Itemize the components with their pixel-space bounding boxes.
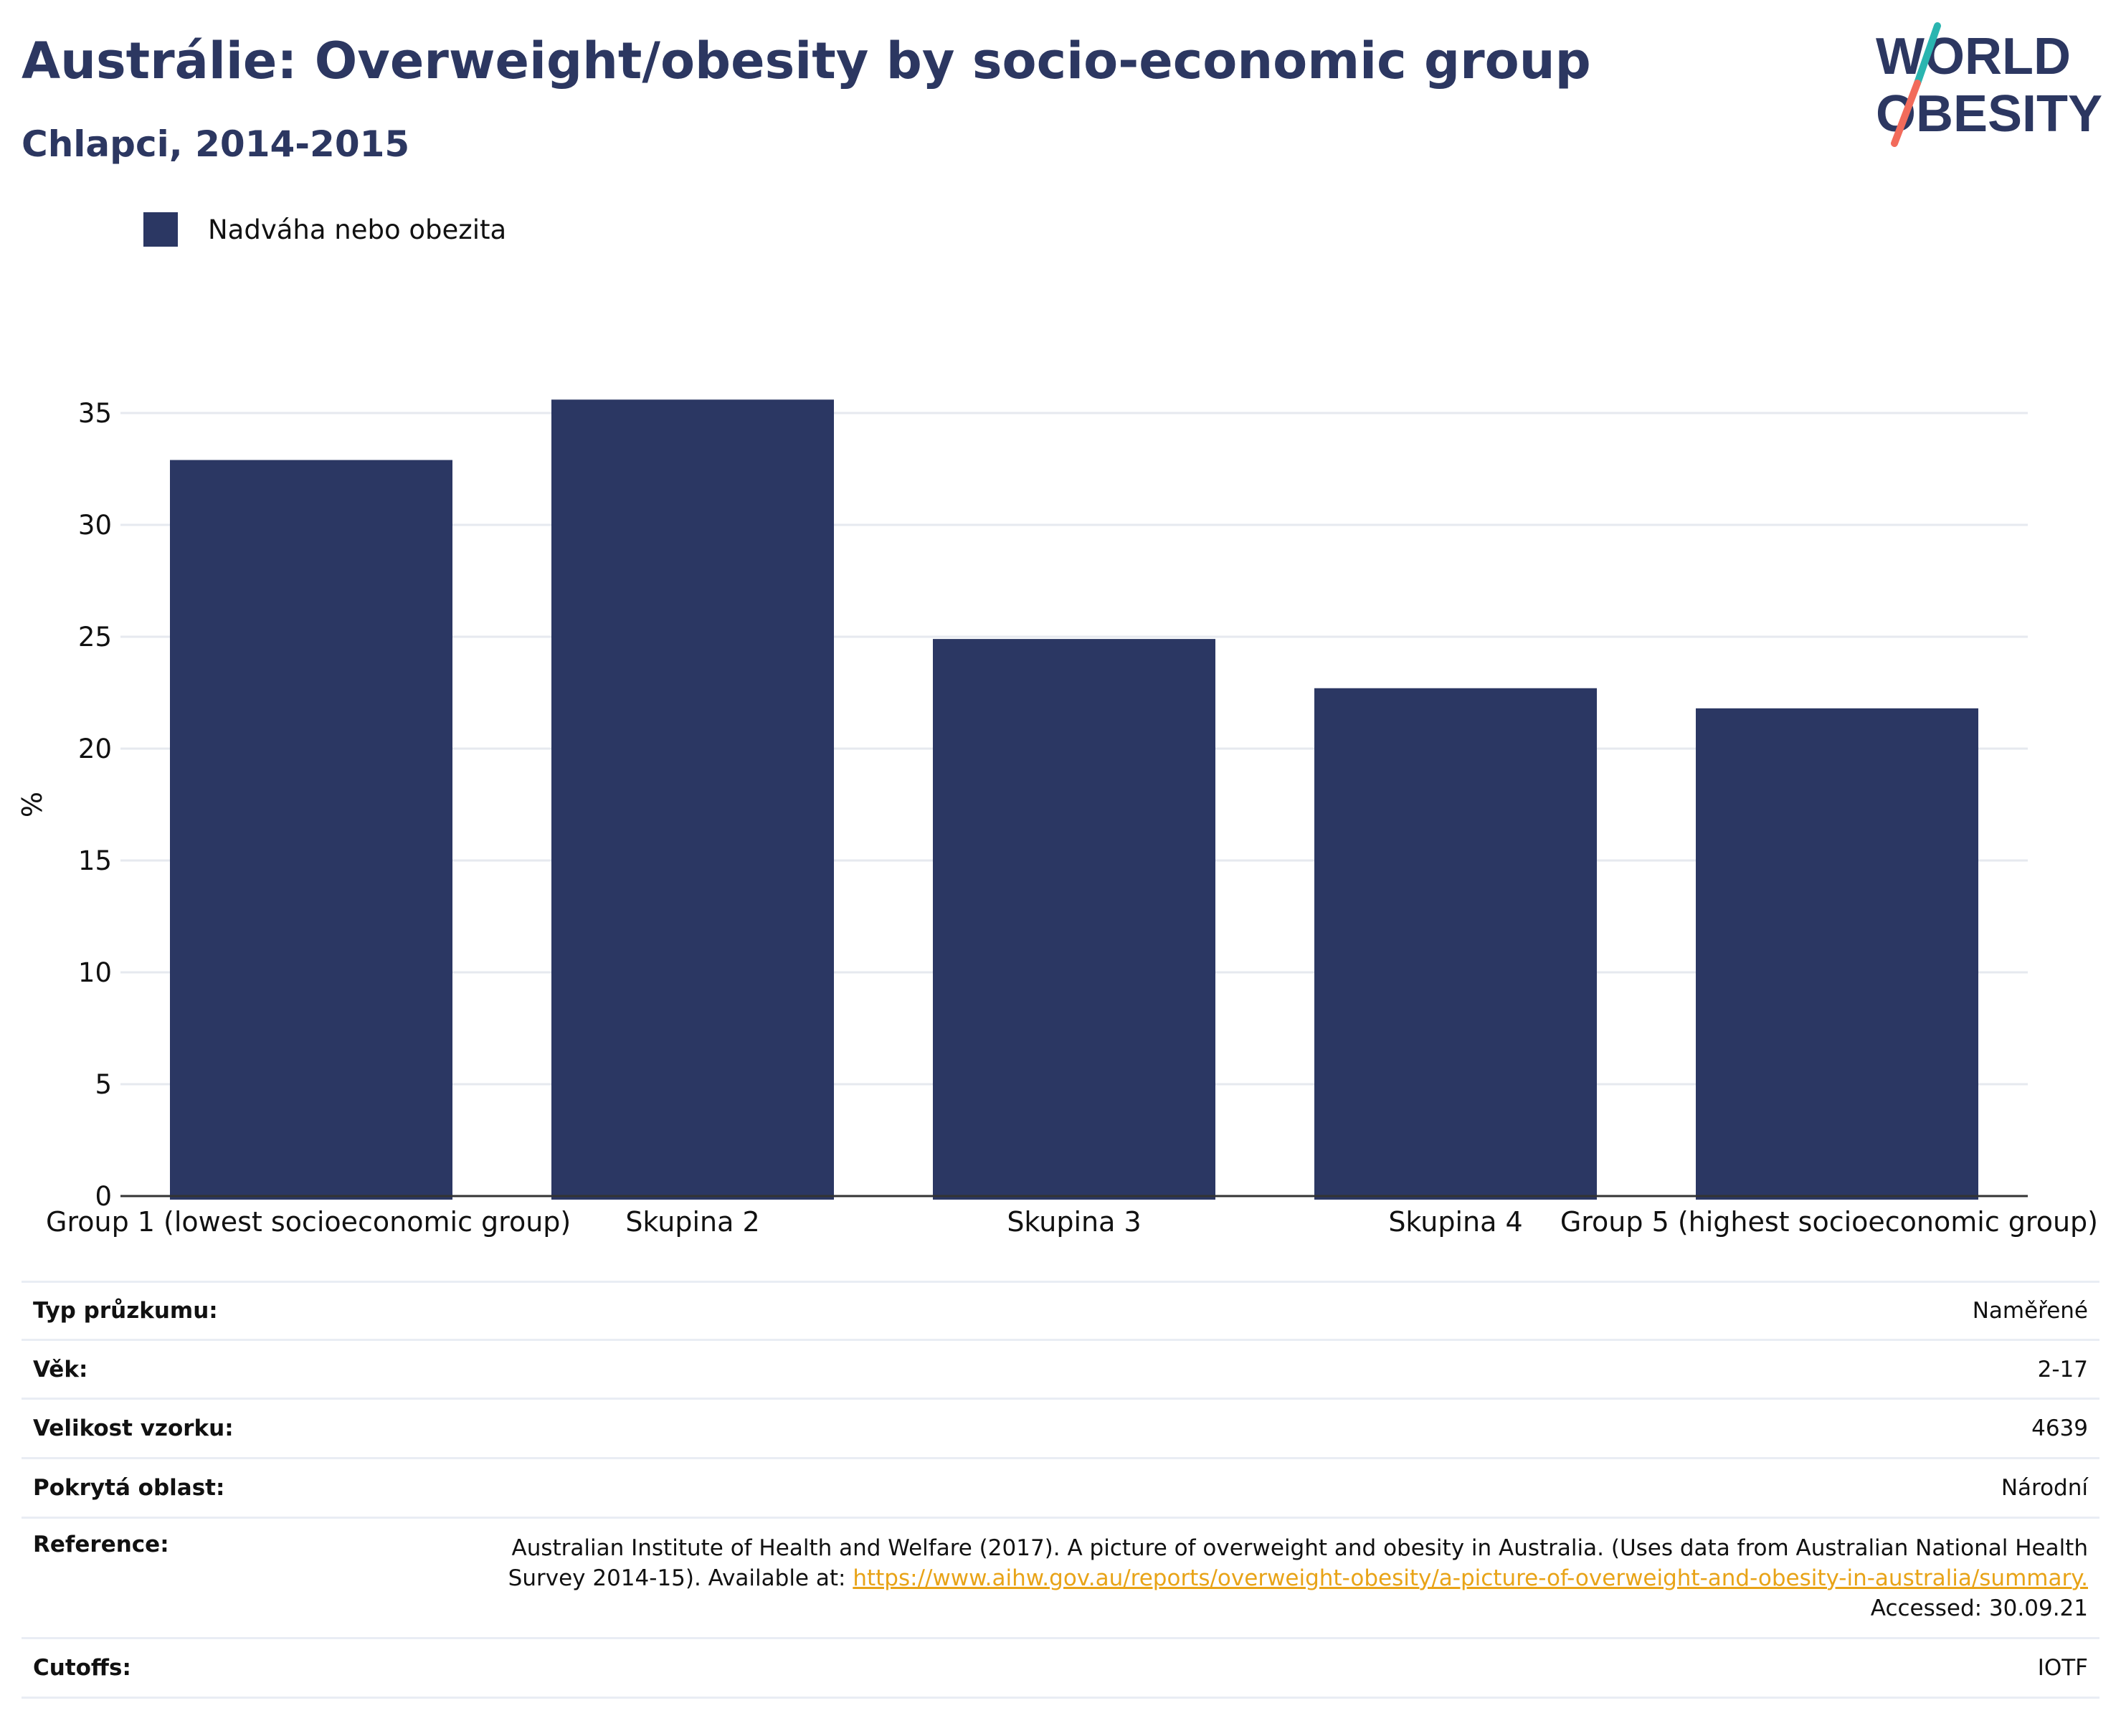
logo-slash-teal: [1914, 22, 1941, 87]
chart-subtitle: Chlapci, 2014-2015: [22, 123, 410, 165]
y-tick-label: 15: [78, 845, 112, 876]
bar: [1696, 708, 1978, 1200]
y-tick-label: 5: [95, 1069, 112, 1100]
info-value: Naměřené: [417, 1281, 2099, 1340]
y-axis-label: %: [16, 792, 48, 817]
info-row-cutoffs: Cutoffs: IOTF: [22, 1637, 2099, 1699]
info-value: Národní: [417, 1457, 2099, 1518]
x-tick-label: Group 5 (highest socioeconomic group): [1560, 1206, 2098, 1238]
y-tick-label: 10: [78, 957, 112, 988]
info-row-sample-size: Velikost vzorku: 4639: [22, 1398, 2099, 1458]
legend: Nadváha nebo obezita: [143, 212, 506, 247]
x-tick-label: Skupina 2: [625, 1206, 759, 1238]
bar: [1314, 688, 1597, 1200]
info-row-survey-type: Typ průzkumu: Naměřené: [22, 1281, 2099, 1340]
bar: [170, 460, 452, 1200]
info-label: Reference:: [22, 1517, 417, 1638]
info-label: Typ průzkumu:: [22, 1281, 417, 1340]
legend-label: Nadváha nebo obezita: [208, 214, 507, 245]
info-row-reference: Reference: Australian Institute of Healt…: [22, 1517, 2099, 1638]
survey-info-table: Typ průzkumu: Naměřené Věk: 2-17 Velikos…: [22, 1281, 2099, 1699]
info-label: Velikost vzorku:: [22, 1398, 417, 1458]
y-tick-label: 30: [78, 510, 112, 541]
legend-swatch: [143, 212, 178, 247]
x-tick-label: Skupina 4: [1388, 1206, 1522, 1238]
reference-accessed: Accessed: 30.09.21: [1870, 1595, 2088, 1621]
x-tick-label: Group 1 (lowest socioeconomic group): [46, 1206, 571, 1238]
info-label: Cutoffs:: [22, 1637, 417, 1699]
logo-slash-coral: [1891, 80, 1921, 147]
info-value: 4639: [417, 1398, 2099, 1458]
info-label: Pokrytá oblast:: [22, 1457, 417, 1518]
bar-chart: 0 5 10 15 20 25 30 35 Group 1 (lowest socioecon…: [16, 398, 2098, 1238]
info-label: Věk:: [22, 1339, 417, 1399]
logo-word-world: WORLD: [1876, 28, 2071, 85]
chart-title: Austrálie: Overweight/obesity by socio-e…: [22, 32, 1591, 90]
info-value: IOTF: [417, 1637, 2099, 1699]
bar: [933, 639, 1215, 1200]
info-row-area-covered: Pokrytá oblast: Národní: [22, 1457, 2099, 1518]
info-value: 2-17: [417, 1339, 2099, 1399]
info-row-age: Věk: 2-17: [22, 1339, 2099, 1399]
y-tick-label: 35: [78, 398, 112, 429]
y-tick-label: 25: [78, 622, 112, 653]
reference-link[interactable]: https://www.aihw.gov.au/reports/overweig…: [853, 1565, 2088, 1591]
reference-text: Australian Institute of Health and Welfa…: [508, 1535, 2088, 1591]
bar: [551, 399, 834, 1200]
y-tick-label: 0: [95, 1181, 112, 1212]
world-obesity-logo: WORLD OBESITY: [1876, 22, 2102, 147]
y-tick-label: 20: [78, 734, 112, 764]
x-tick-label: Skupina 3: [1007, 1206, 1141, 1238]
info-value: Australian Institute of Health and Welfa…: [417, 1517, 2099, 1638]
